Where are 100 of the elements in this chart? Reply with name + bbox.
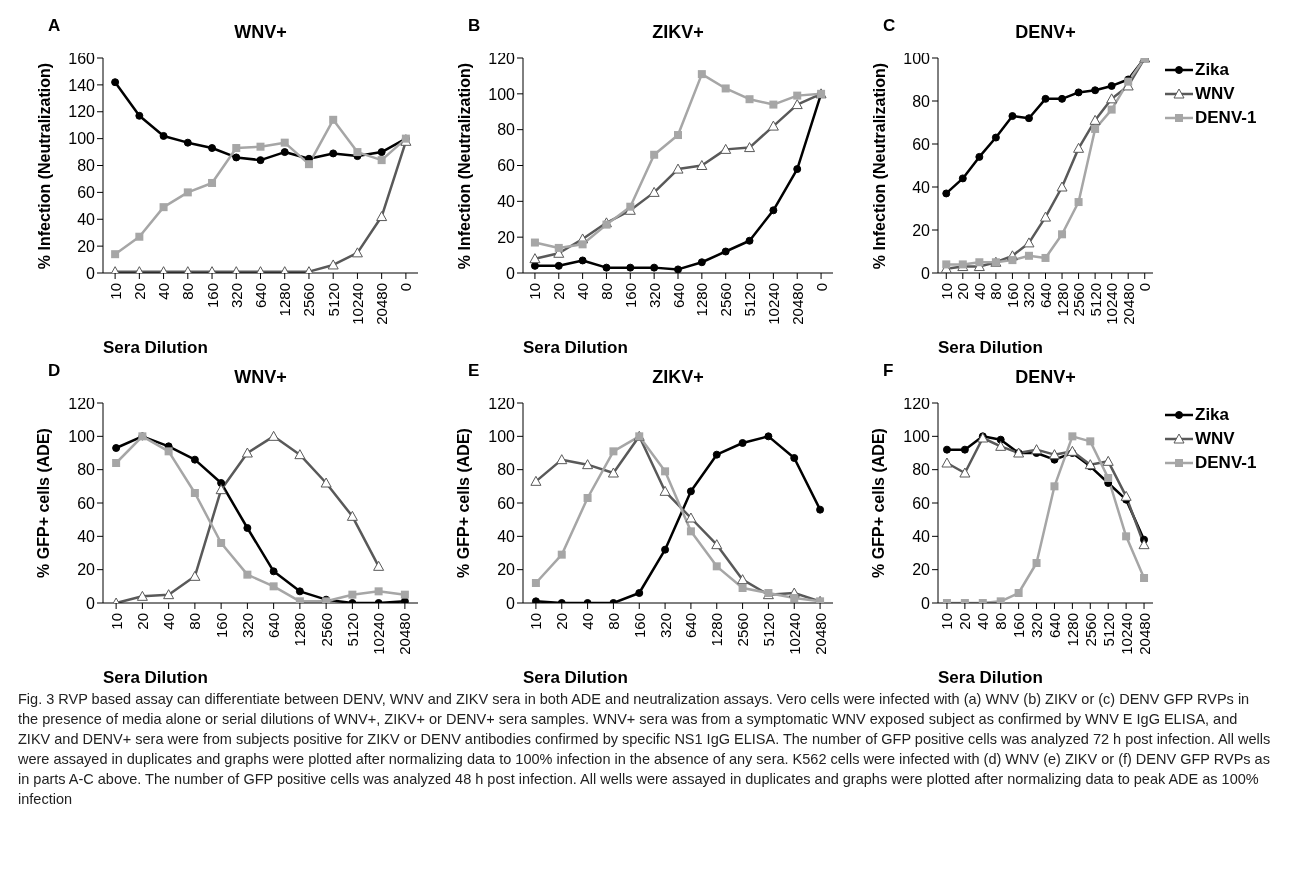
x-tick-label: 10240 [348,283,366,325]
y-tick-label: 80 [77,157,96,175]
x-tick-label: 320 [238,613,256,639]
x-tick-label: 160 [630,613,648,639]
y-axis-title: % GFP+ cells (ADE) [869,428,888,578]
x-tick-label: 0 [812,283,830,292]
y-tick-label: 80 [77,461,96,479]
y-tick-label: 20 [497,561,516,579]
x-tick-label: 20 [956,613,974,630]
y-axis-title: % GFP+ cells (ADE) [454,428,473,578]
y-tick-label: 120 [488,394,516,412]
x-tick-label: 40 [579,613,597,630]
y-tick-label: 80 [912,461,931,479]
y-tick-label: 0 [921,594,931,612]
x-tick-label: 10240 [1117,613,1135,655]
y-tick-label: 120 [68,103,96,121]
x-tick-label: 10 [107,613,125,630]
x-tick-label: 10 [938,613,956,630]
y-axis-title: % Infection (Neutralization) [454,62,474,269]
y-tick-label: 20 [912,561,931,579]
x-tick-label: 80 [987,283,1005,300]
x-tick-label: 5120 [741,283,759,317]
y-tick-label: 120 [488,49,516,67]
y-tick-label: 40 [912,178,931,196]
y-tick-label: 60 [912,494,931,512]
y-tick-label: 80 [912,92,931,110]
y-tick-label: 40 [77,528,96,546]
x-tick-label: 20480 [1119,283,1137,325]
x-tick-label: 1280 [1063,613,1081,647]
x-tick-label: 320 [656,613,674,639]
caption: Fig. 3 RVP based assay can differentiate between DENV, WNV and ZIKV sera in both ADE and neutralization assays. Vero cells were infected with (a) WNV (b) ZIKV or (c) DENV GFP RVPs in the presence of media alone or serial dilutions of WNV+, ZIKV+ or DENV+ sera samples. WNV+ sera was from a symptomatic WNV exposed subject as confirmed by WNV E IgG ELISA, and ZIKV and DENV+ sera were from subjects positive for ZIKV or DENV antibodies confirmed by specific NS1 IgG ELISA. The number of GFP positive cells was analyzed 72 h post infection. All wells were assayed in duplicates and graphs were plotted after normalizing data to 100% infection in the absence of any sera. K562 cells were infected with (d) WNV (e) ZIKV or (f) DENV GFP RVPs as in parts A-C above. The number of GFP positive cells was analyzed 48 h post infection. All wells were assayed in duplicates and graphs were plotted after normalizing data to peak ADE as 100% infection [18,691,1271,807]
x-tick-label: 320 [227,283,245,309]
x-tick-label: 320 [1028,613,1046,639]
y-tick-label: 80 [497,461,516,479]
x-tick-label: 10240 [370,613,388,655]
x-tick-label: 1280 [693,283,711,317]
x-tick-label: 2560 [317,613,335,647]
x-axis-title: Sera Dilution [523,338,628,357]
y-tick-label: 100 [68,130,96,148]
y-tick-label: 60 [77,494,96,512]
x-axis-title: Sera Dilution [938,338,1043,357]
y-tick-label: 60 [497,494,516,512]
x-tick-label: 10 [106,283,124,300]
text: E [468,361,480,381]
x-tick-label: 2560 [300,283,318,317]
x-axis-title: Sera Dilution [523,668,628,687]
x-tick-label: 160 [212,613,230,639]
x-tick-label: 20480 [373,283,391,325]
x-tick-label: 0 [1136,283,1154,292]
y-tick-label: 160 [68,49,96,67]
x-tick-label: 10240 [1103,283,1121,325]
y-tick-label: 60 [912,135,931,153]
x-tick-label: 20 [553,613,571,630]
x-tick-label: 20 [133,613,151,630]
text: B [468,16,481,36]
x-tick-label: 160 [1003,283,1021,309]
chart-title: DENV+ [1014,22,1077,43]
text: F [883,361,894,381]
legend-label: DENV-1 [1195,108,1257,128]
x-tick-label: 1280 [276,283,294,317]
x-tick-label: 10240 [785,613,803,655]
x-tick-label: 40 [155,283,173,300]
legend-label: WNV [1195,84,1235,104]
x-tick-label: 20 [954,283,972,300]
x-tick-label: 2560 [1081,613,1099,647]
chart-title: ZIKV+ [651,367,705,388]
x-tick-label: 640 [682,613,700,639]
x-tick-label: 640 [1037,283,1054,309]
text: A [48,16,61,36]
x-tick-label: 40 [574,283,592,300]
x-tick-label: 5120 [759,613,777,647]
x-tick-label: 10 [527,613,545,630]
y-tick-label: 100 [903,428,931,446]
x-tick-label: 10 [526,283,544,300]
y-tick-label: 120 [903,394,931,412]
x-tick-label: 5120 [343,613,361,647]
x-axis-title: Sera Dilution [103,668,208,687]
x-tick-label: 20480 [788,283,806,325]
x-tick-label: 5120 [1099,613,1117,647]
y-tick-label: 140 [68,76,96,94]
x-tick-label: 40 [160,613,178,630]
x-tick-label: 1280 [708,613,726,647]
chart-title: DENV+ [1014,367,1077,388]
y-axis-title: % Infection (Neutralization) [34,62,54,269]
x-tick-label: 80 [992,613,1010,630]
y-tick-label: 40 [497,193,516,211]
x-tick-label: 40 [970,283,988,300]
chart-title: WNV+ [233,22,288,43]
x-tick-label: 80 [604,613,622,630]
x-tick-label: 320 [645,283,663,309]
x-tick-label: 640 [252,283,269,309]
legend-label: DENV-1 [1195,453,1257,473]
y-tick-label: 100 [488,85,516,103]
y-tick-label: 40 [77,210,96,228]
y-tick-label: 40 [912,528,931,546]
x-tick-label: 80 [179,283,197,300]
y-axis-title: % GFP+ cells (ADE) [34,428,53,578]
x-tick-label: 20480 [811,613,829,655]
x-tick-label: 2560 [1070,283,1088,317]
x-tick-label: 10 [937,283,955,300]
